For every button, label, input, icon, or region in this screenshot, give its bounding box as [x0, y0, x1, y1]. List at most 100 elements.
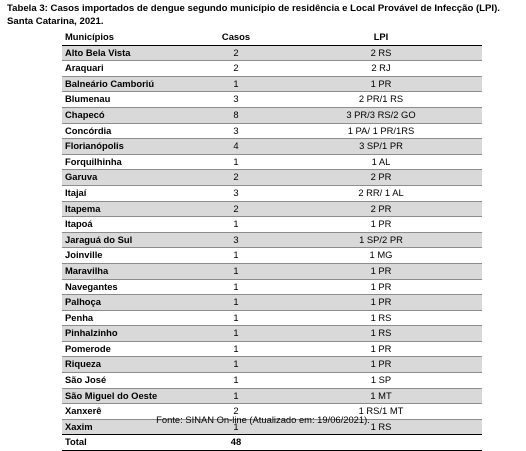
header-lpi: LPI — [280, 30, 482, 46]
lpi-cell: 1 PR — [370, 358, 392, 370]
municipio-cell: Xaxim — [65, 420, 93, 432]
table-row: São Miguel do Oeste 1 1 MT — [62, 388, 482, 404]
table-row: Florianópolis 4 3 SP/1 PR — [62, 138, 482, 155]
municipio-cell: Itapema — [65, 202, 101, 214]
table-row: Palhoça 1 1 PR — [62, 294, 482, 311]
casos-cell: 1 — [233, 374, 239, 386]
lpi-cell: 2 PR — [370, 171, 392, 183]
casos-cell: 4 — [233, 140, 239, 152]
lpi-cell: 3 SP/1 PR — [359, 140, 403, 152]
lpi-cell: 1 AL — [371, 155, 391, 167]
table-row: Garuva 2 2 PR — [62, 169, 482, 186]
municipio-cell: Florianópolis — [65, 140, 124, 152]
lpi-cell: 2 RJ — [371, 62, 391, 74]
municipio-cell: Itajaí — [65, 186, 87, 198]
table-row: Itapoá 1 1 PR — [62, 216, 482, 233]
casos-cell: 3 — [233, 233, 239, 245]
table-caption: Tabela 3: Casos importados de dengue seg… — [7, 3, 500, 27]
municipio-cell: Jaraguá do Sul — [65, 233, 133, 245]
table-row: Xanxerê 2 1 RS/1 MT — [62, 403, 482, 420]
lpi-cell: 1 RS — [370, 420, 392, 432]
lpi-cell: 2 PR — [370, 202, 392, 214]
casos-cell: 1 — [233, 218, 239, 230]
lpi-cell: 1 MG — [369, 249, 393, 261]
municipio-cell: Pomerode — [65, 342, 111, 354]
table-row: Penha 1 1 RS — [62, 310, 482, 326]
lpi-cell: 1 RS/1 MT — [358, 405, 404, 417]
casos-cell: 2 — [233, 171, 239, 183]
casos-cell: 2 — [233, 405, 239, 417]
casos-cell: 1 — [233, 249, 239, 261]
table-row: Balneário Camboriú 1 1 PR — [62, 76, 482, 92]
municipio-cell: Forquilhinha — [65, 155, 122, 167]
table-row: Concórdia 3 1 PA/ 1 PR/1RS — [62, 123, 482, 139]
casos-cell: 2 — [233, 62, 239, 74]
casos-cell: 1 — [233, 280, 239, 292]
casos-cell: 2 — [233, 46, 239, 58]
table-header-row: Municípios Casos LPI — [62, 30, 482, 46]
lpi-cell: 1 PR — [370, 218, 392, 230]
casos-cell: 8 — [233, 108, 239, 120]
municipio-cell: Palhoça — [65, 296, 101, 308]
municipio-cell: São José — [65, 374, 107, 386]
table-row: Riqueza 1 1 PR — [62, 356, 482, 373]
lpi-cell: 1 PR — [370, 280, 392, 292]
municipio-cell: Xanxerê — [65, 405, 102, 417]
table-row: Forquilhinha 1 1 AL — [62, 154, 482, 170]
lpi-cell: 1 PR — [370, 264, 392, 276]
table-row: Pinhalzinho 1 1 RS — [62, 325, 482, 342]
lpi-cell: 1 MT — [370, 389, 392, 401]
casos-cell: 1 — [233, 77, 239, 89]
dengue-cases-table: Municípios Casos LPI Alto Bela Vista 2 2 R… — [62, 30, 482, 451]
casos-cell: 1 — [233, 327, 239, 339]
lpi-cell: 1 PR — [370, 296, 392, 308]
municipio-cell: Joinville — [65, 249, 103, 261]
table-row: Joinville 1 1 MG — [62, 247, 482, 264]
source-note: Fonte: SINAN On-line (Atualizado em: 19/… — [156, 414, 370, 425]
casos-cell: 1 — [233, 342, 239, 354]
casos-cell: 1 — [233, 155, 239, 167]
municipio-cell: Alto Bela Vista — [65, 46, 131, 58]
casos-cell: 1 — [233, 389, 239, 401]
lpi-cell: 1 RS — [370, 311, 392, 323]
header-municipios: Municípios — [62, 30, 192, 46]
casos-cell: 2 — [233, 202, 239, 214]
table-row: Alto Bela Vista 2 2 RS — [62, 45, 482, 61]
lpi-cell: 2 PR/1 RS — [358, 93, 404, 105]
casos-cell: 1 — [233, 420, 239, 432]
casos-cell: 3 — [233, 186, 239, 198]
casos-cell: 1 — [233, 264, 239, 276]
table-row: Pomerode 1 1 PR — [62, 341, 482, 357]
municipio-cell: Araquari — [65, 62, 104, 74]
casos-cell: 3 — [233, 93, 239, 105]
casos-cell: 1 — [233, 311, 239, 323]
lpi-cell: 3 PR/3 RS/2 GO — [346, 108, 416, 120]
table-row: São José 1 1 SP — [62, 372, 482, 389]
lpi-cell: 1 PA/ 1 PR/1RS — [347, 124, 415, 136]
municipio-cell: Itapoá — [65, 218, 93, 230]
lpi-cell: 1 RS — [370, 327, 392, 339]
municipio-cell: Maravilha — [65, 264, 109, 276]
lpi-cell: 1 SP — [370, 374, 392, 386]
lpi-cell: 1 SP/2 PR — [359, 233, 403, 245]
table-row: Itapema 2 2 PR — [62, 201, 482, 217]
table-row: Jaraguá do Sul 3 1 SP/2 PR — [62, 232, 482, 248]
lpi-cell: 2 RS — [370, 46, 392, 58]
table-row: Araquari 2 2 RJ — [62, 60, 482, 77]
casos-cell: 1 — [233, 358, 239, 370]
municipio-cell: São Miguel do Oeste — [65, 389, 158, 401]
lpi-cell: 1 PR — [370, 342, 392, 354]
lpi-cell: 2 RR/ 1 AL — [358, 186, 404, 198]
table-row: Navegantes 1 1 PR — [62, 279, 482, 295]
municipio-cell: Blumenau — [65, 93, 111, 105]
municipio-cell: Chapecó — [65, 108, 105, 120]
header-casos: Casos — [192, 30, 280, 46]
table-row: Blumenau 3 2 PR/1 RS — [62, 91, 482, 108]
municipio-cell: Riqueza — [65, 358, 101, 370]
table-row: Itajaí 3 2 RR/ 1 AL — [62, 185, 482, 202]
municipio-cell: Balneário Camboriú — [65, 77, 155, 89]
municipio-cell: Pinhalzinho — [65, 327, 118, 339]
casos-cell: 1 — [233, 296, 239, 308]
table-row: Chapecó 8 3 PR/3 RS/2 GO — [62, 107, 482, 124]
table-row: Maravilha 1 1 PR — [62, 263, 482, 279]
